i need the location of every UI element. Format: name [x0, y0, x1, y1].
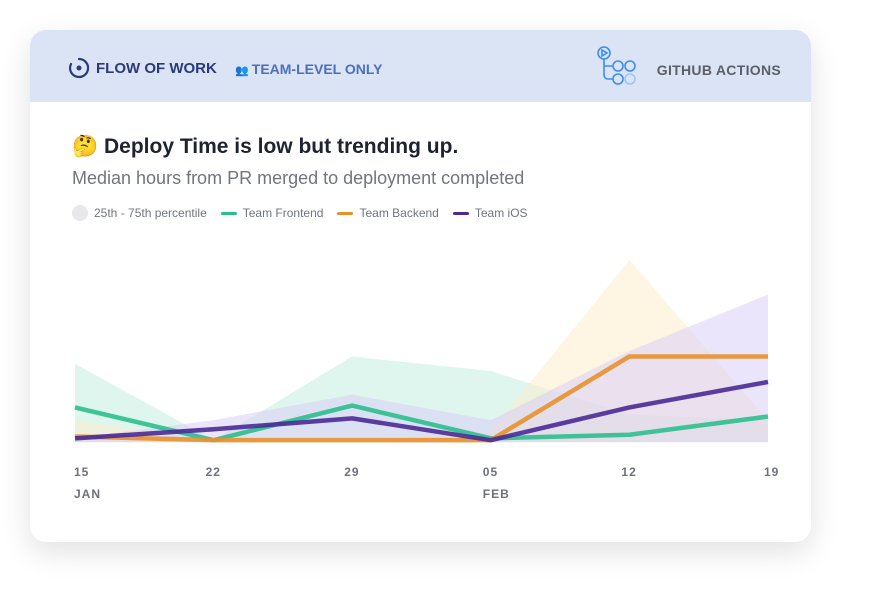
legend-item-ios[interactable]: Team iOS [452, 206, 528, 220]
x-tick-label: 05 [483, 465, 498, 479]
backend-swatch [337, 211, 354, 215]
chart-legend: 25th - 75th percentile Team Frontend Tea… [72, 205, 528, 221]
x-month-label: FEB [483, 487, 510, 501]
percentile-swatch [72, 205, 88, 221]
series-line-team-backend [74, 354, 768, 443]
x-month-label: JAN [74, 487, 101, 501]
x-tick-label: 19 [764, 465, 779, 479]
frontend-swatch [220, 211, 237, 215]
series-line-team-frontend [74, 403, 769, 443]
series-line-team-ios [74, 379, 769, 443]
deploy-time-card: FLOW OF WORK 👥 TEAM-LEVEL ONLY GITHUB AC… [30, 30, 811, 542]
percentile-band-team-ios [75, 294, 768, 442]
chart-subtitle: Median hours from PR merged to deploymen… [72, 168, 525, 188]
github-actions-icon [597, 46, 636, 85]
legend-item-frontend[interactable]: Team Frontend [220, 206, 323, 220]
github-actions-label: GITHUB ACTIONS [656, 62, 781, 78]
x-tick-label: 12 [621, 465, 636, 479]
chart-title: 🤔 Deploy Time is low but trending up. [72, 135, 459, 158]
card-header: FLOW OF WORK 👥 TEAM-LEVEL ONLY GITHUB AC… [30, 30, 811, 102]
x-tick-label: 22 [206, 465, 221, 479]
ios-swatch [452, 211, 469, 215]
flow-icon [68, 57, 90, 79]
line-chart: 15 JAN 22 29 05 FEB 12 19 [74, 260, 779, 501]
team-level-badge: 👥 TEAM-LEVEL ONLY [235, 61, 383, 77]
x-tick-label: 29 [344, 465, 359, 479]
team-icon: 👥 [235, 65, 252, 77]
x-tick-label: 15 [74, 465, 89, 479]
flow-of-work-label: FLOW OF WORK [68, 57, 217, 79]
legend-item-backend[interactable]: Team Backend [337, 206, 439, 220]
legend-item-percentile[interactable]: 25th - 75th percentile [72, 205, 207, 221]
